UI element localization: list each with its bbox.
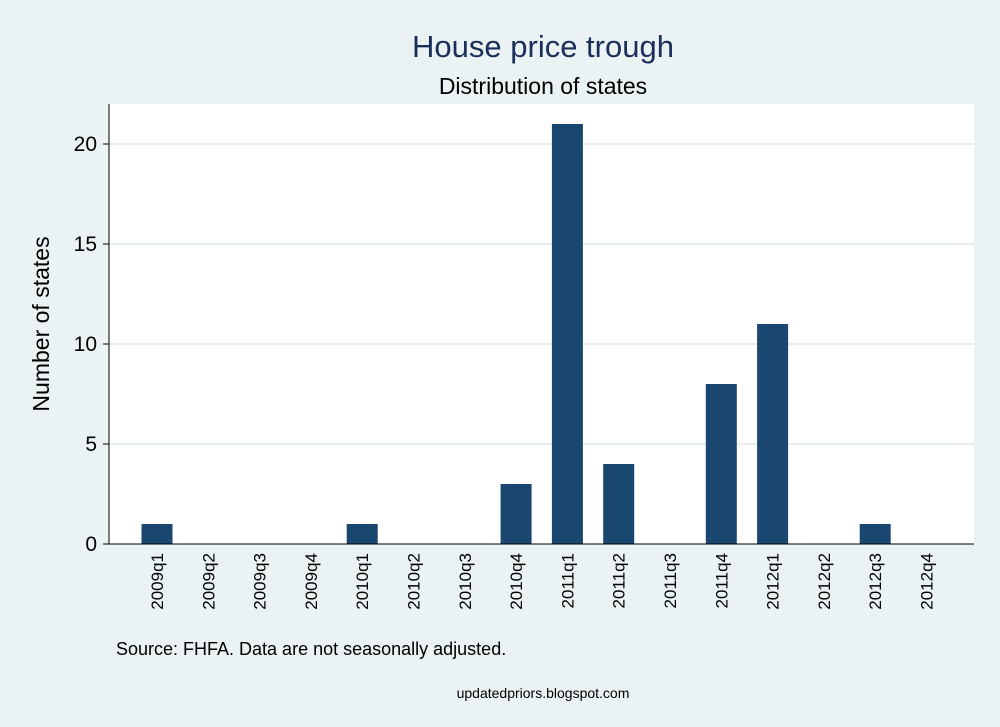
bar-2010q4 xyxy=(500,484,532,544)
x-tick-label: 2009q3 xyxy=(251,553,270,610)
bar-2012q3 xyxy=(859,524,891,544)
bar-2010q1 xyxy=(346,524,378,544)
bar-2011q1 xyxy=(551,124,583,544)
x-tick-label: 2012q2 xyxy=(815,553,834,610)
x-tick-label: 2009q2 xyxy=(199,553,218,610)
y-axis-ticks: 0 5 10 15 20 xyxy=(74,133,109,556)
chart-title: House price trough xyxy=(412,29,674,64)
x-tick-label: 2011q2 xyxy=(610,553,629,608)
x-axis-ticks: 2009q1 2009q2 2009q3 2009q4 2010q1 2010q2 2010… xyxy=(148,553,937,610)
x-tick-label: 2010q1 xyxy=(353,553,372,610)
gridlines xyxy=(109,143,974,445)
x-tick-label: 2011q1 xyxy=(558,553,577,608)
y-tick-label: 20 xyxy=(74,133,97,156)
x-tick-label: 2011q3 xyxy=(661,553,680,608)
bar-2011q2 xyxy=(603,464,635,544)
y-tick-label: 10 xyxy=(74,333,97,356)
blog-credit: updatedpriors.blogspot.com xyxy=(457,685,630,701)
x-tick-label: 2010q3 xyxy=(456,553,475,610)
x-tick-label: 2012q4 xyxy=(918,553,937,610)
bars xyxy=(141,124,891,544)
x-tick-label: 2009q4 xyxy=(302,553,321,610)
bar-2011q4 xyxy=(705,384,737,544)
x-tick-label: 2009q1 xyxy=(148,553,167,610)
x-tick-label: 2010q2 xyxy=(405,553,424,610)
x-tick-label: 2010q4 xyxy=(507,553,526,610)
y-axis-label: Number of states xyxy=(28,236,54,411)
y-tick-label: 15 xyxy=(74,233,97,256)
source-note: Source: FHFA. Data are not seasonally ad… xyxy=(116,639,506,659)
x-tick-label: 2011q4 xyxy=(712,553,731,608)
chart-subtitle: Distribution of states xyxy=(439,73,647,99)
x-tick-label: 2012q1 xyxy=(764,553,783,610)
plot-area xyxy=(109,104,974,544)
bar-2009q1 xyxy=(141,524,173,544)
bar-2012q1 xyxy=(757,324,789,544)
y-tick-label: 5 xyxy=(85,433,97,456)
y-tick-label: 0 xyxy=(85,533,97,556)
x-tick-label: 2012q3 xyxy=(866,553,885,610)
